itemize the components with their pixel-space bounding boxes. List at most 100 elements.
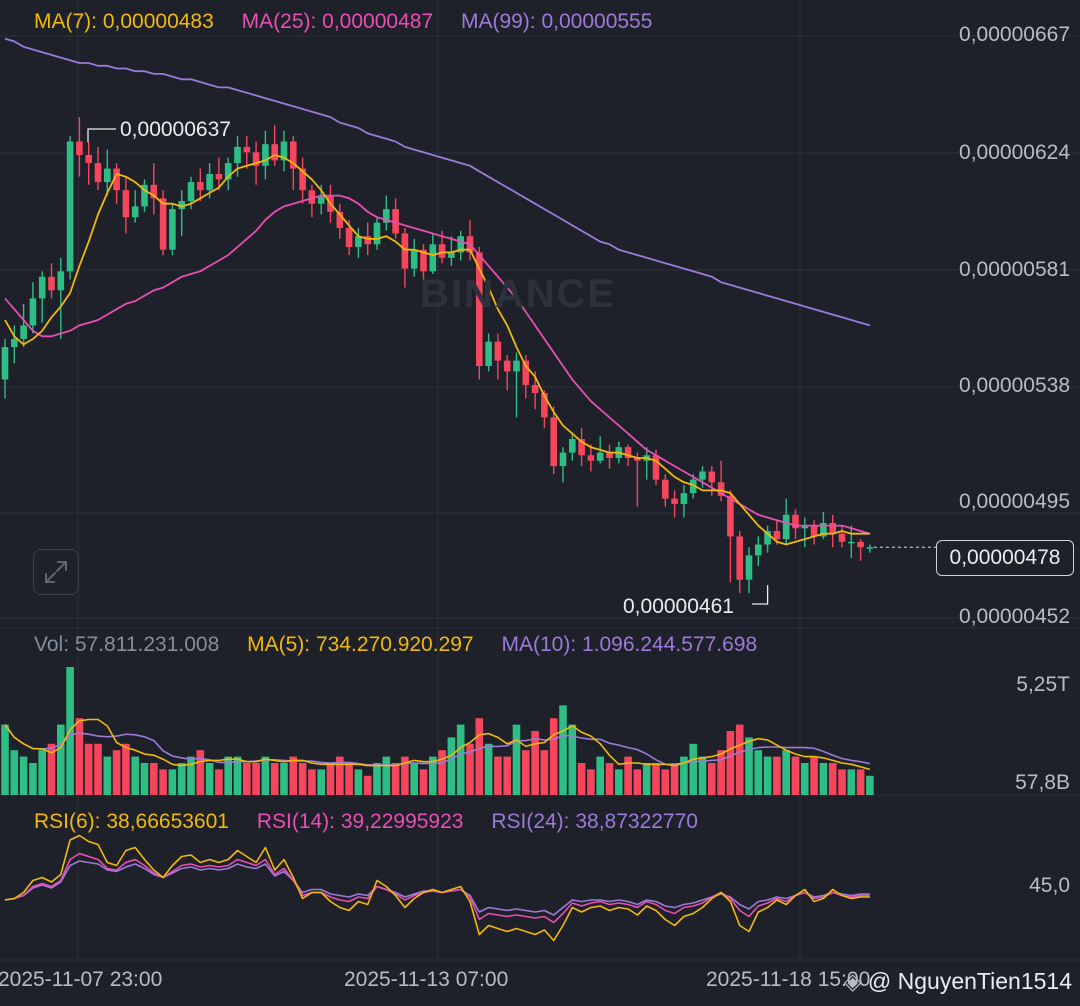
candle-body bbox=[187, 182, 195, 202]
volume-bar bbox=[503, 756, 511, 795]
candle-body bbox=[94, 163, 102, 183]
candle-body bbox=[773, 531, 781, 540]
volume-ma-lines bbox=[4, 718, 871, 771]
candle-body bbox=[150, 184, 158, 199]
candle-body bbox=[782, 514, 790, 540]
volume-bar bbox=[717, 750, 725, 795]
volume-bar bbox=[549, 718, 558, 795]
price-legend: MA(7): 0,00000483 MA(25): 0,00000487 MA(… bbox=[34, 10, 674, 34]
candle-body bbox=[587, 455, 595, 461]
volume-bar bbox=[494, 756, 502, 795]
price-tick-label: 0,00000624 bbox=[959, 141, 1070, 164]
candle-body bbox=[271, 144, 278, 161]
volume-tick-label: 5,25T bbox=[1016, 673, 1070, 696]
candle-body bbox=[262, 144, 269, 166]
candle-body bbox=[829, 522, 836, 534]
volume-bar bbox=[615, 769, 623, 795]
candle-body bbox=[20, 325, 27, 339]
binance-watermark: BINANCE bbox=[420, 272, 617, 316]
volume-bar bbox=[587, 769, 595, 795]
legend-rsi14: RSI(14): 39,22995923 bbox=[256, 810, 464, 833]
volume-bar bbox=[596, 756, 604, 795]
volume-bar bbox=[280, 763, 288, 795]
volume-bar bbox=[187, 756, 195, 795]
candle-body bbox=[104, 168, 111, 183]
candle-body bbox=[224, 163, 232, 180]
candle-body bbox=[848, 541, 855, 544]
volume-bar bbox=[103, 756, 112, 795]
candle-body bbox=[113, 168, 120, 191]
volume-bar bbox=[131, 756, 139, 795]
candle-body bbox=[699, 471, 706, 480]
volume-bar bbox=[791, 756, 800, 795]
volume-bar bbox=[317, 769, 325, 795]
volume-bar bbox=[196, 750, 205, 795]
candle-body bbox=[215, 173, 223, 180]
volume-bar bbox=[531, 731, 539, 795]
time-axis-label: 2025-11-13 07:00 bbox=[344, 968, 509, 991]
volume-bar bbox=[38, 750, 46, 795]
volume-bar bbox=[298, 763, 307, 795]
volume-bar bbox=[782, 750, 790, 795]
candle-body bbox=[159, 198, 167, 250]
legend-ma25: MA(25): 0,00000487 bbox=[241, 10, 434, 33]
volume-bar bbox=[847, 769, 856, 795]
volume-bar bbox=[475, 718, 484, 795]
volume-bar bbox=[624, 756, 632, 795]
low-price-annotation: 0,00000461 bbox=[623, 595, 734, 618]
candle-body bbox=[606, 452, 613, 458]
candle-body bbox=[457, 236, 464, 253]
volume-bar bbox=[652, 763, 660, 795]
volume-bar bbox=[708, 763, 716, 795]
candle-body bbox=[1, 347, 9, 380]
volume-bar bbox=[577, 763, 586, 795]
volume-bar bbox=[354, 769, 363, 795]
price-tick-label: 0,00000452 bbox=[959, 605, 1070, 628]
candle-body bbox=[364, 236, 371, 245]
candle-body bbox=[178, 201, 185, 210]
candle-body bbox=[513, 360, 520, 372]
legend-vol: Vol: 57.811.231.008 bbox=[34, 633, 220, 656]
volume-bar bbox=[633, 769, 642, 795]
candle-body bbox=[206, 173, 213, 191]
volume-bar bbox=[447, 737, 456, 795]
candle-body bbox=[299, 168, 306, 191]
volume-bar bbox=[150, 763, 158, 795]
rsi6-line bbox=[4, 834, 870, 942]
candle-body bbox=[317, 195, 325, 204]
volume-bar bbox=[745, 737, 753, 795]
volume-bar bbox=[57, 724, 65, 795]
volume-bar bbox=[438, 750, 446, 795]
candle-body bbox=[11, 338, 18, 348]
price-tick-label: 0,00000495 bbox=[959, 490, 1070, 513]
legend-rsi24: RSI(24): 38,87322770 bbox=[491, 810, 698, 833]
candle-body bbox=[652, 455, 660, 480]
volume-bar bbox=[828, 763, 837, 795]
candle-body bbox=[169, 209, 176, 250]
volume-bar bbox=[512, 724, 521, 795]
price-tick-label: 0,00000667 bbox=[959, 23, 1070, 46]
volume-bar bbox=[726, 731, 735, 795]
volume-bar bbox=[568, 724, 577, 795]
volume-bar bbox=[484, 743, 493, 795]
volume-bar bbox=[75, 718, 84, 795]
volume-bar bbox=[763, 756, 772, 795]
legend-vol-ma10: MA(10): 1.096.244.577.698 bbox=[501, 633, 758, 656]
candle-body bbox=[764, 531, 771, 545]
candle-body bbox=[29, 298, 37, 326]
candle-body bbox=[662, 479, 669, 499]
candle-body bbox=[494, 341, 502, 361]
volume-bar bbox=[522, 750, 530, 795]
volume-tick-label: 57,8B bbox=[1015, 771, 1070, 794]
volume-bar bbox=[642, 763, 651, 795]
candle-body bbox=[392, 209, 399, 234]
volume-bar bbox=[140, 763, 149, 795]
legend-ma99: MA(99): 0,00000555 bbox=[460, 10, 653, 33]
candle-body bbox=[624, 447, 632, 458]
candle-body bbox=[736, 536, 743, 580]
expand-chart-button[interactable] bbox=[33, 549, 79, 595]
volume-bar bbox=[735, 724, 744, 795]
candle-body bbox=[820, 522, 827, 537]
candle-body bbox=[717, 482, 725, 496]
candle-body bbox=[429, 244, 437, 272]
